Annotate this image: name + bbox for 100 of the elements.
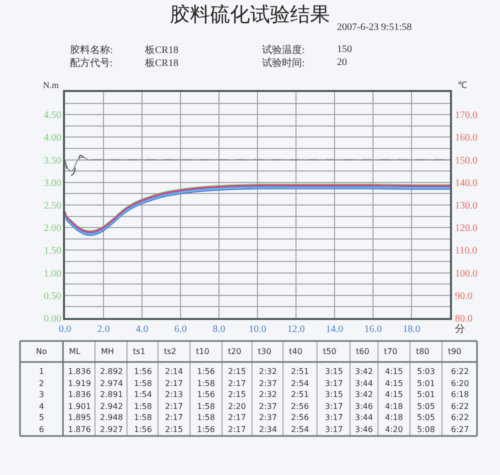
text: 2.948 [100,413,123,422]
text: 1:56 [134,425,152,434]
text: 1:56 [197,390,215,399]
text: ts2 [164,347,176,356]
text: 2:54 [291,379,309,388]
text: 1:56 [197,425,215,434]
text: 6:18 [451,390,469,399]
text: 3:17 [325,379,343,388]
text: 1.836 [68,367,91,376]
text: 胶料名称: [70,44,113,56]
text: 2007-6-23 9:51:58 [337,22,412,33]
text: 1:58 [197,413,215,422]
y-tick-label: 1.00 [44,268,62,280]
text: 6:22 [451,402,469,411]
text: 2:37 [259,379,277,388]
y-tick-label: 3.50 [44,155,62,166]
y2-tick-label: 110.0 [455,246,478,257]
text: 3:44 [355,379,373,388]
text: 4:18 [385,402,403,411]
x-tick-label: 18.0 [402,324,420,335]
text: 5:03 [417,367,435,376]
text: 1.901 [68,402,91,411]
text: 板CR18 [144,57,178,69]
text: 3:17 [325,402,343,411]
text: 1:58 [134,413,152,422]
text: 1:58 [134,402,152,411]
text: 1:58 [197,402,215,411]
text: 1.895 [68,413,91,422]
text: 1 [39,367,44,376]
text: ML [69,347,81,356]
text: 2:37 [259,413,277,422]
text: 2:15 [165,425,183,434]
text: 6 [39,425,44,434]
text: t50 [323,347,336,356]
text: 1.919 [68,379,91,388]
text: 2:17 [165,413,183,422]
text: 4 [39,402,44,411]
y2-tick-label: 140.0 [455,178,478,189]
text: 150 [337,44,352,55]
text: 3:17 [325,425,343,434]
y-tick-label: 0.00 [44,314,62,324]
text: 2.974 [100,379,123,388]
y-tick-label: 2.50 [44,200,62,212]
text: 4:15 [385,367,403,376]
text: 3:42 [355,367,373,376]
text: 5 [39,413,44,422]
text: 20 [337,57,347,68]
text: 试验时间: [262,57,305,69]
text: 2:51 [291,390,309,399]
text: 配方代号: [70,57,113,69]
text: t60 [356,347,370,356]
text: No [36,347,47,356]
text: ts1 [133,347,146,356]
text: 2:17 [165,379,183,388]
text: 3:42 [355,390,373,399]
y2-tick-label: 130.0 [455,200,478,212]
text: 1:56 [197,367,215,376]
text: 2:13 [165,390,183,399]
text: 2:56 [291,413,309,422]
text: 2:20 [228,402,246,411]
y2-tick-label: 90.0 [455,290,472,302]
text: 1:54 [134,390,152,399]
text: t30 [258,347,272,356]
y-tick-label: 4.50 [44,110,62,122]
text: 2:37 [259,402,277,411]
text: 5:01 [417,379,435,388]
text: 1.876 [68,425,91,434]
text: 2:17 [228,425,246,434]
text: 1:56 [134,367,152,376]
x-tick-label: 4.0 [136,324,148,335]
text: 5:08 [417,425,435,434]
x-tick-label: 0.0 [58,324,72,335]
y-tick-label: 1.50 [44,246,62,257]
text: 4:15 [385,379,403,388]
text: 3:46 [355,402,373,411]
text: 2:51 [291,367,309,376]
text: 5:05 [417,402,435,411]
x-tick-label: 2.0 [97,324,110,335]
text: t40 [289,347,302,356]
text: 3:44 [355,413,373,422]
x-tick-label: 16.0 [364,324,382,335]
text: 6:22 [451,413,469,422]
text: 2:32 [259,367,277,376]
text: 1:58 [134,379,152,388]
x-tick-label: 8.0 [212,324,226,335]
text: 2.942 [100,402,123,411]
text: 2.891 [100,390,123,399]
text: 4:18 [385,413,403,422]
text: 3:15 [325,367,343,376]
text: t20 [228,347,242,356]
text: 2:14 [165,367,183,376]
text: 2:17 [165,402,183,411]
text: 板CR18 [144,44,178,56]
text: 4:20 [385,425,403,434]
text: 6:20 [451,379,469,388]
text: 2.892 [100,367,123,376]
text: 2:34 [259,425,277,434]
text: 3:17 [325,413,343,422]
text: 1:58 [197,379,215,388]
y2-tick-label: 120.0 [455,223,478,234]
